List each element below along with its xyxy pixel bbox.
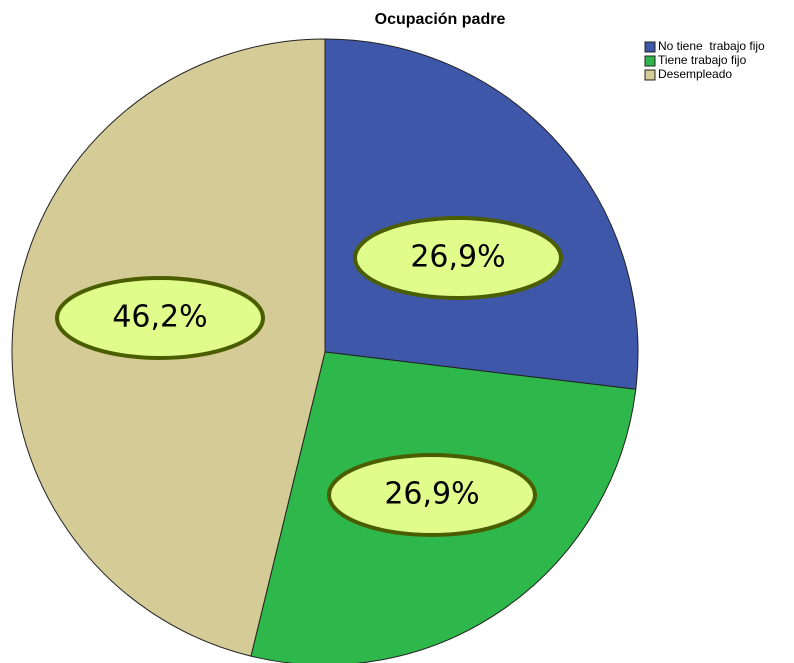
legend-swatch xyxy=(644,41,656,53)
chart-title: Ocupación padre xyxy=(375,11,506,28)
label-bubble xyxy=(55,276,265,360)
value-label: 26,9% xyxy=(384,477,479,512)
pie-slice xyxy=(324,38,639,390)
legend-swatch xyxy=(644,55,656,67)
legend-label: No tiene trabajo fijo xyxy=(658,39,765,53)
label-bubble xyxy=(353,216,563,300)
legend-label: Tiene trabajo fijo xyxy=(658,53,747,67)
label-bubble xyxy=(327,453,537,537)
value-label: 46,2% xyxy=(112,300,207,335)
value-label: 26,9% xyxy=(410,240,505,275)
legend-swatch xyxy=(644,69,656,81)
legend-label: Desempleado xyxy=(658,67,732,81)
